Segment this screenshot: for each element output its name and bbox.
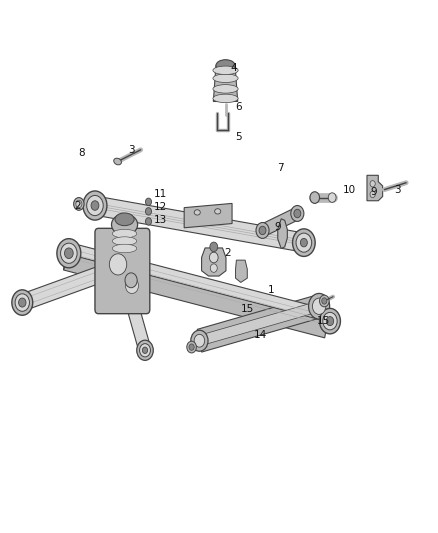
Ellipse shape <box>142 347 148 353</box>
Polygon shape <box>117 270 151 353</box>
Ellipse shape <box>110 254 127 275</box>
Polygon shape <box>261 207 299 236</box>
Ellipse shape <box>57 239 81 268</box>
Ellipse shape <box>15 294 29 311</box>
Ellipse shape <box>194 334 205 347</box>
Ellipse shape <box>213 94 238 103</box>
Circle shape <box>370 191 375 198</box>
Ellipse shape <box>140 344 150 357</box>
Text: 1: 1 <box>268 285 275 295</box>
Circle shape <box>145 198 152 206</box>
Ellipse shape <box>293 229 315 256</box>
Polygon shape <box>64 243 71 270</box>
Ellipse shape <box>125 273 137 288</box>
Polygon shape <box>198 301 320 346</box>
Ellipse shape <box>256 222 269 238</box>
Polygon shape <box>213 66 238 101</box>
Polygon shape <box>367 175 383 201</box>
Text: 15: 15 <box>317 316 330 326</box>
Ellipse shape <box>83 191 107 220</box>
Ellipse shape <box>323 312 337 330</box>
Ellipse shape <box>112 214 138 235</box>
Ellipse shape <box>60 243 77 263</box>
Ellipse shape <box>64 248 73 259</box>
Circle shape <box>187 341 196 353</box>
Text: 9: 9 <box>275 222 281 232</box>
Text: 7: 7 <box>277 164 283 173</box>
Text: 5: 5 <box>235 132 242 142</box>
Ellipse shape <box>113 244 137 253</box>
Ellipse shape <box>320 309 340 334</box>
Ellipse shape <box>137 340 153 360</box>
Text: 10: 10 <box>343 184 356 195</box>
Ellipse shape <box>18 298 26 307</box>
Circle shape <box>189 344 194 350</box>
Ellipse shape <box>213 85 238 93</box>
Polygon shape <box>236 260 247 282</box>
Ellipse shape <box>113 229 137 238</box>
Polygon shape <box>69 243 332 322</box>
Ellipse shape <box>328 193 336 203</box>
Ellipse shape <box>213 74 238 83</box>
Ellipse shape <box>300 238 307 247</box>
Ellipse shape <box>91 201 99 211</box>
Ellipse shape <box>12 290 33 316</box>
Text: 2: 2 <box>224 248 231 259</box>
Ellipse shape <box>213 66 238 75</box>
Ellipse shape <box>259 226 266 235</box>
Text: 9: 9 <box>370 187 377 197</box>
Circle shape <box>210 242 218 252</box>
Polygon shape <box>184 204 232 228</box>
Text: 3: 3 <box>129 145 135 155</box>
Circle shape <box>322 298 327 304</box>
Text: 6: 6 <box>235 102 242 112</box>
Text: 15: 15 <box>240 304 254 314</box>
Polygon shape <box>20 260 121 311</box>
Polygon shape <box>94 196 305 252</box>
Text: 14: 14 <box>254 330 267 341</box>
Circle shape <box>145 217 152 225</box>
Ellipse shape <box>310 192 320 204</box>
Ellipse shape <box>115 213 134 225</box>
Circle shape <box>210 264 217 272</box>
Circle shape <box>209 252 218 263</box>
Ellipse shape <box>296 233 312 252</box>
Ellipse shape <box>291 206 304 221</box>
FancyBboxPatch shape <box>95 228 150 314</box>
Ellipse shape <box>191 330 208 351</box>
Text: 13: 13 <box>154 215 167 225</box>
Text: 4: 4 <box>231 63 237 72</box>
Ellipse shape <box>312 298 326 314</box>
Circle shape <box>74 198 84 211</box>
Polygon shape <box>64 249 328 338</box>
Ellipse shape <box>113 237 137 245</box>
Ellipse shape <box>216 60 235 71</box>
Text: 3: 3 <box>394 184 401 195</box>
Ellipse shape <box>125 278 138 294</box>
Ellipse shape <box>308 294 330 319</box>
Circle shape <box>370 181 375 187</box>
Ellipse shape <box>87 196 103 216</box>
Circle shape <box>76 200 82 208</box>
Text: 8: 8 <box>78 148 85 158</box>
Text: 11: 11 <box>154 189 167 199</box>
Ellipse shape <box>215 209 221 214</box>
Circle shape <box>145 208 152 215</box>
Polygon shape <box>197 295 321 352</box>
Ellipse shape <box>294 209 301 217</box>
Text: 2: 2 <box>74 200 81 211</box>
Ellipse shape <box>326 317 334 326</box>
Text: 12: 12 <box>154 201 167 212</box>
Circle shape <box>320 295 329 307</box>
Polygon shape <box>201 248 226 276</box>
Ellipse shape <box>194 210 200 215</box>
Ellipse shape <box>114 158 121 165</box>
Polygon shape <box>278 219 287 248</box>
